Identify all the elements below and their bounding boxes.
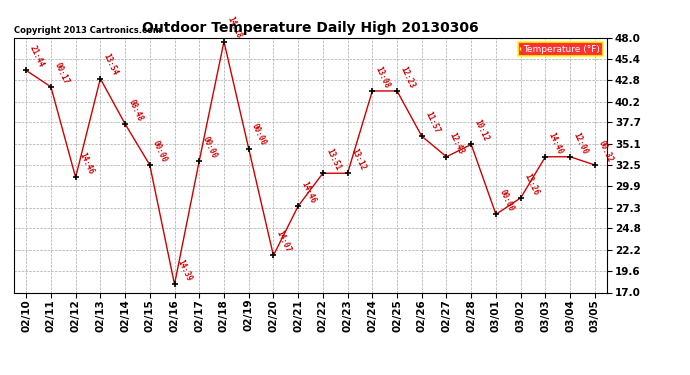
- Text: 10:12: 10:12: [473, 118, 491, 143]
- Text: 00:32: 00:32: [596, 139, 614, 164]
- Text: 11:57: 11:57: [423, 110, 441, 135]
- Text: 14:18: 14:18: [226, 15, 244, 40]
- Text: 00:00: 00:00: [497, 188, 515, 213]
- Text: 12:23: 12:23: [398, 65, 416, 90]
- Text: 00:17: 00:17: [52, 61, 70, 86]
- Legend: Temperature (°F): Temperature (°F): [518, 42, 602, 56]
- Text: 12:43: 12:43: [448, 130, 466, 155]
- Text: 08:48: 08:48: [126, 98, 144, 123]
- Text: 14:40: 14:40: [546, 130, 564, 155]
- Text: 14:46: 14:46: [77, 151, 95, 176]
- Text: 14:39: 14:39: [176, 258, 194, 283]
- Text: 14:07: 14:07: [275, 230, 293, 254]
- Text: Copyright 2013 Cartronics.com: Copyright 2013 Cartronics.com: [14, 26, 161, 35]
- Text: 12:00: 12:00: [571, 130, 589, 155]
- Text: 13:51: 13:51: [324, 147, 342, 172]
- Text: 21:44: 21:44: [28, 44, 46, 69]
- Text: 00:00: 00:00: [201, 135, 219, 159]
- Text: 13:54: 13:54: [101, 53, 119, 77]
- Text: 00:00: 00:00: [151, 139, 169, 164]
- Text: 13:26: 13:26: [522, 172, 540, 196]
- Text: 14:46: 14:46: [299, 180, 317, 205]
- Text: 00:00: 00:00: [250, 122, 268, 147]
- Text: 13:08: 13:08: [374, 65, 392, 90]
- Title: Outdoor Temperature Daily High 20130306: Outdoor Temperature Daily High 20130306: [142, 21, 479, 35]
- Text: 13:12: 13:12: [349, 147, 367, 172]
